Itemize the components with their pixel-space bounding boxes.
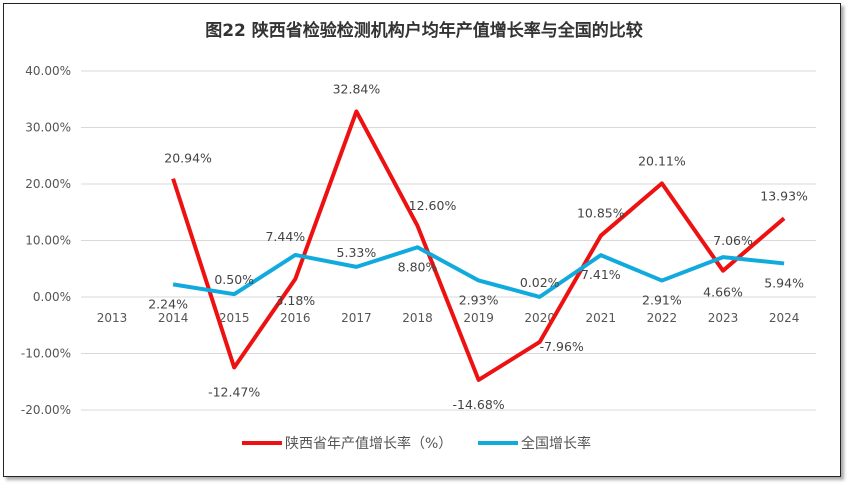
data-label: 8.80% [398, 259, 438, 274]
x-tick-label: 2019 [463, 311, 494, 325]
data-label: -12.47% [208, 384, 260, 399]
x-tick-label: 2023 [708, 311, 739, 325]
data-label: 32.84% [333, 81, 381, 96]
line-chart: 图22 陕西省检验检测机构户均年产值增长率与全国的比较 -20.00% -10.0… [21, 20, 816, 452]
data-label: 20.94% [164, 151, 212, 166]
legend-label: 陕西省年产值增长率（%） [285, 435, 452, 452]
x-tick-label: 2024 [769, 311, 800, 325]
y-tick-label: 30.00% [25, 121, 71, 135]
x-tick-label: 2016 [280, 311, 311, 325]
x-tick-label: 2018 [402, 311, 433, 325]
data-label: -7.96% [540, 339, 584, 354]
y-tick-label: 20.00% [25, 177, 71, 191]
data-label: 13.93% [760, 188, 808, 203]
data-label: 7.06% [713, 233, 753, 248]
y-tick-label: 40.00% [25, 64, 71, 78]
data-label: 7.44% [265, 229, 305, 244]
data-label: 7.41% [581, 267, 621, 282]
data-label: 2.24% [148, 296, 188, 311]
data-label: 0.50% [214, 272, 254, 287]
y-tick-label: 10.00% [25, 234, 71, 248]
y-tick-label: -10.00% [21, 347, 71, 361]
x-tick-label: 2015 [219, 311, 250, 325]
x-tick-label: 2022 [647, 311, 678, 325]
x-tick-label: 2021 [586, 311, 617, 325]
data-label: 20.11% [638, 153, 686, 168]
x-tick-label: 2013 [97, 311, 128, 325]
data-label: 5.33% [337, 245, 377, 260]
data-label: 2.91% [642, 293, 682, 308]
x-tick-label: 2014 [158, 311, 189, 325]
chart-title: 图22 陕西省检验检测机构户均年产值增长率与全国的比较 [205, 20, 643, 41]
data-label: 12.60% [409, 198, 457, 213]
series-line-1 [172, 245, 785, 299]
data-label: -14.68% [453, 397, 505, 412]
y-tick-label: 0.00% [33, 290, 71, 304]
y-tick-label: -20.00% [21, 403, 71, 417]
series-line-0 [171, 109, 786, 382]
x-tick-label: 2020 [524, 311, 555, 325]
data-label: 2.93% [459, 292, 499, 307]
data-label: 4.66% [703, 285, 743, 300]
data-label: 0.02% [520, 275, 560, 290]
x-tick-label: 2017 [341, 311, 372, 325]
data-label: 10.85% [577, 206, 625, 221]
chart-frame: 图22 陕西省检验检测机构户均年产值增长率与全国的比较 -20.00% -10.0… [3, 3, 841, 477]
data-label: 5.94% [764, 275, 804, 290]
legend-label: 全国增长率 [521, 435, 591, 452]
data-label: 3.18% [275, 293, 315, 308]
